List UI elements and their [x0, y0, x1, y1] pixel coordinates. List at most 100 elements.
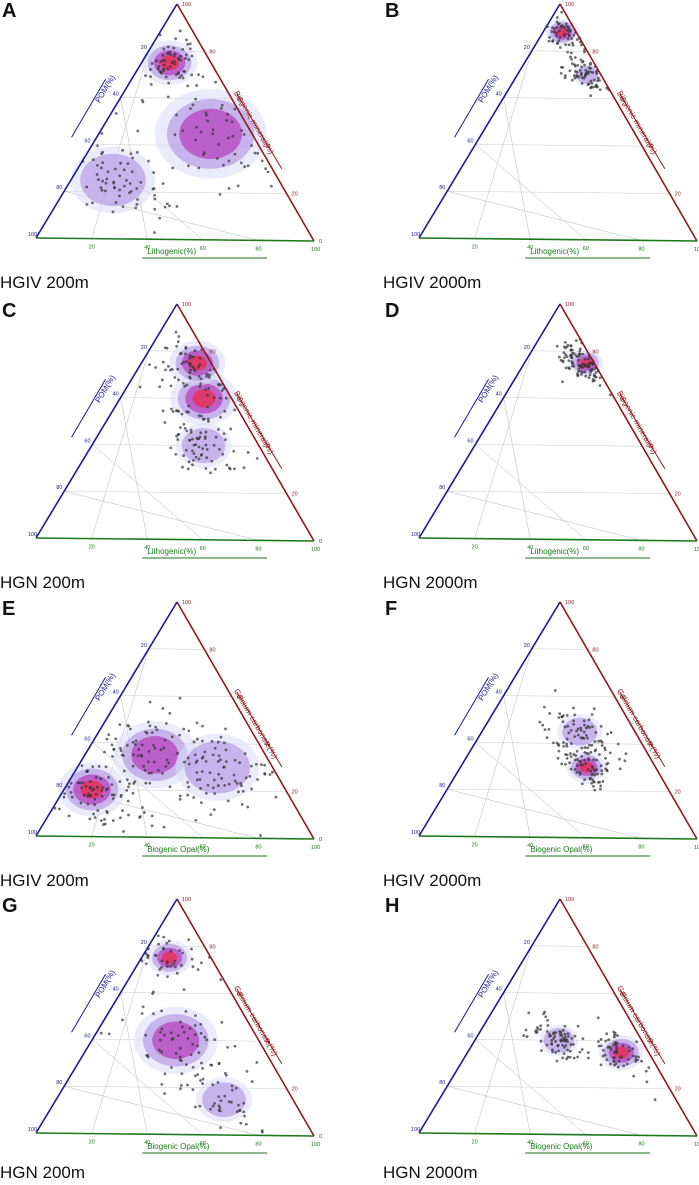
- data-point: [153, 193, 156, 197]
- data-point: [246, 164, 250, 168]
- data-point: [195, 125, 198, 129]
- data-point: [148, 363, 151, 367]
- data-point: [176, 438, 180, 441]
- left-tick-label: 100: [28, 232, 37, 238]
- right-axis-line: [176, 3, 315, 242]
- data-point: [240, 784, 243, 788]
- data-point: [244, 776, 248, 780]
- data-point: [202, 153, 205, 156]
- data-point: [201, 1067, 204, 1070]
- data-point: [92, 812, 96, 816]
- data-point: [113, 186, 117, 190]
- data-point: [591, 379, 595, 383]
- data-point: [559, 71, 563, 75]
- data-point: [584, 73, 587, 77]
- data-point: [553, 1034, 557, 1038]
- data-point: [640, 1059, 643, 1063]
- data-point: [204, 760, 208, 763]
- data-point: [564, 22, 568, 26]
- data-point: [539, 1024, 543, 1028]
- data-point: [127, 785, 130, 789]
- left-tick-label: 80: [439, 485, 445, 491]
- data-point: [563, 1024, 567, 1028]
- data-point: [165, 962, 169, 965]
- data-point: [555, 20, 559, 24]
- data-point: [260, 1129, 264, 1133]
- data-point: [573, 758, 577, 762]
- data-point: [621, 1044, 625, 1048]
- data-point: [570, 62, 574, 66]
- data-point: [572, 351, 576, 355]
- data-point: [598, 752, 601, 756]
- data-point: [160, 1083, 164, 1086]
- data-point: [577, 364, 581, 368]
- data-point: [110, 793, 114, 797]
- data-point: [586, 768, 590, 771]
- data-point: [573, 63, 577, 67]
- data-point: [157, 942, 160, 946]
- data-point: [198, 363, 202, 367]
- data-point: [219, 735, 223, 739]
- data-point: [216, 157, 219, 160]
- right-axis-arrow: [619, 988, 666, 1065]
- data-point: [164, 368, 167, 372]
- data-point: [142, 764, 146, 768]
- data-point: [253, 151, 257, 155]
- data-point: [186, 756, 190, 760]
- left-axis-label: POM(%): [477, 73, 501, 104]
- left-axis-arrow: [71, 677, 106, 736]
- data-point: [220, 776, 224, 780]
- data-point: [122, 168, 126, 172]
- data-point: [559, 1030, 563, 1034]
- data-point: [576, 1055, 580, 1059]
- data-point: [153, 197, 157, 201]
- grid: [64, 350, 287, 541]
- data-point: [565, 753, 569, 757]
- data-point: [187, 164, 190, 168]
- data-point: [188, 371, 192, 375]
- data-point: [231, 134, 235, 138]
- data-point: [184, 1063, 188, 1067]
- data-point: [598, 88, 602, 92]
- data-point: [89, 794, 93, 797]
- data-point: [177, 335, 181, 338]
- left-axis-line: [418, 898, 561, 1134]
- data-point: [95, 785, 99, 789]
- data-point: [159, 748, 163, 752]
- data-point: [586, 72, 590, 76]
- data-point: [226, 1045, 230, 1049]
- right-tick-label: 0: [319, 837, 322, 843]
- data-point: [91, 158, 95, 162]
- data-point: [185, 383, 189, 387]
- data-point: [176, 72, 180, 75]
- data-point: [161, 53, 165, 57]
- ternary-panel-f: 1008060402002040608010020406080100POM(%)…: [383, 598, 699, 890]
- data-point: [565, 28, 569, 32]
- data-point: [187, 785, 190, 789]
- data-point: [203, 750, 207, 754]
- data-point: [582, 50, 586, 54]
- data-point: [122, 830, 125, 833]
- data-point: [569, 752, 572, 755]
- data-point: [199, 1061, 203, 1065]
- data-point: [146, 956, 150, 960]
- grid-line: [475, 444, 643, 447]
- data-point: [185, 429, 189, 433]
- data-point: [567, 359, 571, 362]
- ternary-plot-g: 1008060402002040608010020406080100POM(%)…: [28, 897, 322, 1154]
- data-point: [188, 356, 191, 360]
- data-point: [187, 58, 191, 62]
- data-point: [239, 161, 243, 165]
- data-point: [218, 447, 221, 451]
- data-point: [175, 344, 179, 348]
- data-point: [562, 34, 566, 38]
- data-point: [135, 187, 139, 190]
- data-point: [213, 1102, 216, 1105]
- data-point: [564, 366, 568, 370]
- density-blob: [160, 55, 180, 71]
- data-point: [150, 771, 153, 775]
- grid-line: [447, 1085, 642, 1136]
- data-point: [227, 159, 231, 163]
- data-point: [565, 345, 569, 349]
- data-point: [165, 941, 169, 945]
